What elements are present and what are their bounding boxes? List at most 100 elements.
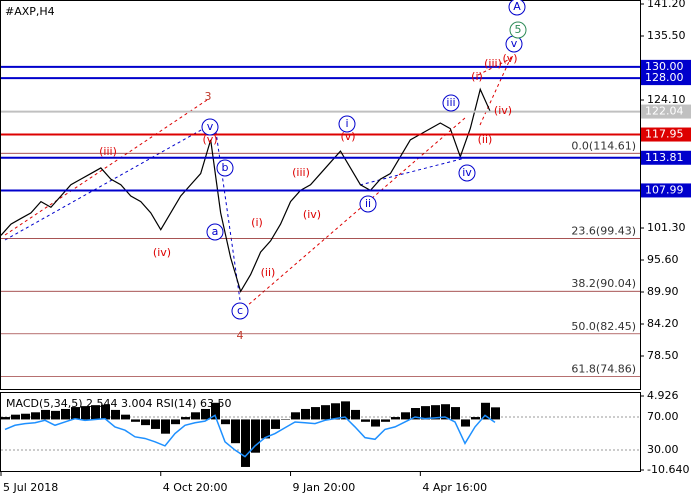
level-label: 130.00 bbox=[645, 60, 684, 73]
price-line bbox=[0, 87, 491, 293]
y-tick-label: 101.30 bbox=[647, 221, 686, 234]
macd-bar bbox=[11, 414, 20, 420]
macd-bar bbox=[41, 409, 50, 420]
macd-bar bbox=[181, 417, 190, 420]
y-tick-label: 89.90 bbox=[647, 285, 679, 298]
y-tick-label: 141.20 bbox=[647, 0, 686, 10]
y-tick-label: 135.50 bbox=[647, 29, 686, 42]
macd-bar bbox=[111, 409, 120, 420]
macd-bar bbox=[321, 405, 330, 420]
macd-bar bbox=[401, 412, 410, 420]
macd-bar bbox=[441, 404, 450, 420]
level-box bbox=[641, 104, 691, 119]
macd-bar bbox=[1, 417, 10, 420]
y-tick-label: 78.50 bbox=[647, 349, 679, 362]
wave-circle bbox=[442, 94, 460, 112]
wave-label: v bbox=[207, 120, 214, 133]
wave-label: iii bbox=[446, 96, 455, 109]
level-box bbox=[641, 183, 691, 198]
wave-label: (iv) bbox=[153, 246, 171, 259]
wave-label: (i) bbox=[471, 70, 483, 83]
fib-label: 50.0(82.45) bbox=[571, 320, 636, 333]
macd-bar bbox=[31, 412, 40, 420]
wave-circle bbox=[201, 118, 219, 136]
macd-bar bbox=[421, 406, 430, 420]
y-tick-label: -10.640 bbox=[647, 463, 689, 476]
fib-label: 23.6(99.43) bbox=[571, 224, 636, 237]
macd-bar bbox=[461, 419, 470, 427]
macd-bar bbox=[161, 419, 170, 434]
level-box bbox=[641, 71, 691, 86]
wave-label: (iii) bbox=[99, 145, 117, 158]
macd-bar bbox=[241, 419, 250, 467]
price-panel bbox=[0, 0, 641, 390]
macd-bar bbox=[411, 408, 420, 420]
wave-circle bbox=[509, 21, 527, 39]
macd-bar bbox=[281, 419, 290, 420]
macd-bar bbox=[251, 419, 260, 453]
x-tick-label: 4 Oct 20:00 bbox=[163, 481, 228, 494]
x-tick-label: 9 Jan 20:00 bbox=[293, 481, 356, 494]
macd-bar bbox=[351, 409, 360, 420]
macd-bar bbox=[191, 412, 200, 420]
macd-bar bbox=[451, 407, 460, 420]
y-tick-label: 4.926 bbox=[647, 389, 679, 402]
macd-bar bbox=[231, 419, 240, 444]
y-tick-label: 84.20 bbox=[647, 317, 679, 330]
macd-bar bbox=[311, 407, 320, 420]
wave-label: (v) bbox=[202, 133, 217, 146]
rsi-line bbox=[4, 414, 496, 458]
fib-label: 0.0(114.61) bbox=[571, 139, 636, 152]
macd-bar bbox=[381, 419, 390, 422]
wave-circle bbox=[338, 115, 356, 133]
macd-bar bbox=[121, 414, 130, 420]
wave-label: ii bbox=[365, 197, 371, 210]
wave-label: A bbox=[513, 0, 521, 13]
wave-label: v bbox=[511, 37, 518, 50]
macd-bar bbox=[81, 406, 90, 420]
macd-bar bbox=[481, 402, 490, 420]
wave-label: (i) bbox=[251, 216, 263, 229]
macd-bar bbox=[171, 419, 180, 425]
macd-bar bbox=[201, 408, 210, 420]
macd-bar bbox=[141, 419, 150, 426]
macd-bar bbox=[221, 419, 230, 425]
wave-circle bbox=[216, 159, 234, 177]
wave-label: b bbox=[222, 161, 229, 174]
x-tick-label: 4 Apr 16:00 bbox=[422, 481, 487, 494]
y-tick-label: 95.60 bbox=[647, 253, 679, 266]
wave-circle bbox=[359, 195, 377, 213]
x-tick-label: 5 Jul 2018 bbox=[3, 481, 58, 494]
wave-label: iv bbox=[462, 166, 472, 179]
wave-label: (iv) bbox=[303, 208, 321, 221]
y2-tick-label: 30.00 bbox=[647, 443, 679, 456]
wave-label: (iii) bbox=[484, 57, 502, 70]
macd-bar bbox=[331, 403, 340, 420]
macd-bar bbox=[491, 407, 500, 420]
macd-bar bbox=[211, 402, 220, 420]
wave-label: 3 bbox=[205, 90, 212, 103]
wave-label: i bbox=[345, 117, 348, 130]
wave-label: (iv) bbox=[494, 104, 512, 117]
level-label: 117.95 bbox=[645, 128, 684, 141]
fib-label: 61.8(74.86) bbox=[571, 362, 636, 375]
wave-label: 4 bbox=[237, 329, 244, 342]
chart-title: #AXP,H4 bbox=[5, 5, 55, 18]
wave-circle bbox=[508, 0, 526, 16]
level-box bbox=[641, 127, 691, 142]
macd-bar bbox=[91, 405, 100, 420]
wave-label: a bbox=[212, 225, 219, 238]
macd-bar bbox=[131, 419, 140, 422]
wave-label: c bbox=[237, 304, 243, 317]
wave-circle bbox=[206, 223, 224, 241]
wave-label: (ii) bbox=[478, 133, 493, 146]
level-label: 122.04 bbox=[645, 105, 684, 118]
fib-label: 38.2(90.04) bbox=[571, 277, 636, 290]
level-box bbox=[641, 150, 691, 165]
macd-bar bbox=[291, 412, 300, 420]
macd-bar bbox=[301, 408, 310, 420]
wave-label: (v) bbox=[340, 130, 355, 143]
macd-bar bbox=[61, 408, 70, 420]
